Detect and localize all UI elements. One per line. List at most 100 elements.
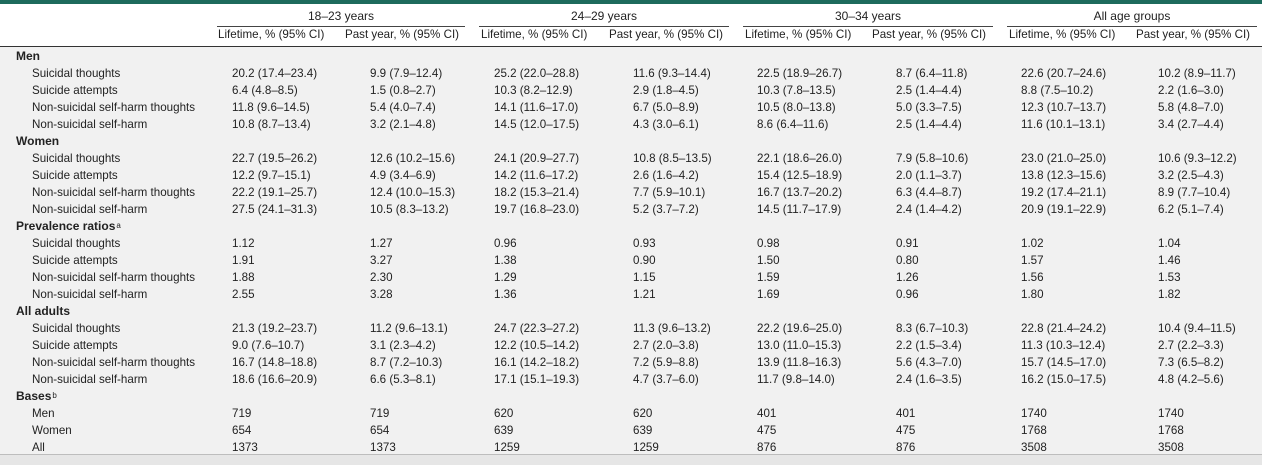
table-cell: 1373 bbox=[370, 441, 396, 454]
col-header-past-year: Past year, % (95% CI) bbox=[1136, 28, 1251, 41]
group-header-all-ages: All age groups bbox=[1093, 9, 1171, 23]
col-header-past-year: Past year, % (95% CI) bbox=[609, 28, 724, 41]
section-title: Prevalence ratios bbox=[16, 219, 116, 233]
table-cell: 25.2 (22.0–28.8) bbox=[494, 67, 580, 80]
table-cell: 1.88 bbox=[232, 271, 255, 284]
table-cell: 5.6 (4.3–7.0) bbox=[896, 356, 962, 369]
table-cell: 876 bbox=[896, 441, 916, 454]
table-row: Non-suicidal self-harm 10.8 (8.7–13.4) 3.2… bbox=[0, 116, 1262, 133]
table-row: Suicidal thoughts 21.3 (19.2–23.7) 11.2 (9… bbox=[0, 320, 1262, 337]
table-cell: 5.0 (3.3–7.5) bbox=[896, 101, 962, 114]
table-row: Non-suicidal self-harm thoughts 16.7 (14.… bbox=[0, 354, 1262, 371]
table-cell: 2.5 (1.4–4.4) bbox=[896, 118, 962, 131]
table-cell: 20.2 (17.4–23.4) bbox=[232, 67, 318, 80]
table-cell: 11.6 (10.1–13.1) bbox=[1021, 118, 1106, 131]
footnote-marker: b bbox=[52, 391, 57, 400]
table-cell: 1.38 bbox=[494, 254, 517, 267]
table-cell: 2.4 (1.4–4.2) bbox=[896, 203, 962, 216]
table-cell: 24.1 (20.9–27.7) bbox=[494, 152, 580, 165]
table-footer-strip bbox=[0, 454, 1262, 465]
row-label: Suicidal thoughts bbox=[32, 237, 121, 250]
group-header-18-23: 18–23 years bbox=[307, 9, 375, 23]
table-cell: 4.9 (3.4–6.9) bbox=[370, 169, 436, 182]
table-cell: 11.6 (9.3–14.4) bbox=[633, 67, 711, 80]
table-cell: 0.96 bbox=[896, 288, 919, 301]
table-cell: 8.3 (6.7–10.3) bbox=[896, 322, 969, 335]
table-cell: 0.90 bbox=[633, 254, 656, 267]
table-cell: 1373 bbox=[232, 441, 258, 454]
row-label: Non-suicidal self-harm bbox=[32, 373, 148, 386]
section-heading: All adults bbox=[16, 303, 70, 320]
table-row: Suicide attempts 12.2 (9.7–15.1) 4.9 (3.4–… bbox=[0, 167, 1262, 184]
table-cell: 7.3 (6.5–8.2) bbox=[1158, 356, 1224, 369]
table-cell: 1.57 bbox=[1021, 254, 1044, 267]
table-cell: 10.3 (7.8–13.5) bbox=[757, 84, 836, 97]
table-cell: 16.2 (15.0–17.5) bbox=[1021, 373, 1107, 386]
table-cell: 1.02 bbox=[1021, 237, 1044, 250]
table-cell: 401 bbox=[757, 407, 777, 420]
table-cell: 11.3 (10.3–12.4) bbox=[1021, 339, 1106, 352]
table-cell: 22.5 (18.9–26.7) bbox=[757, 67, 843, 80]
table-cell: 19.2 (17.4–21.1) bbox=[1021, 186, 1107, 199]
row-label: Suicide attempts bbox=[32, 254, 118, 267]
table-cell: 1768 bbox=[1021, 424, 1047, 437]
table-cell: 13.9 (11.8–16.3) bbox=[757, 356, 842, 369]
row-label: Non-suicidal self-harm thoughts bbox=[32, 186, 196, 199]
section-title: Men bbox=[16, 49, 40, 63]
table-cell: 20.9 (19.1–22.9) bbox=[1021, 203, 1107, 216]
table-cell: 6.4 (4.8–8.5) bbox=[232, 84, 298, 97]
table-cell: 1.46 bbox=[1158, 254, 1181, 267]
table-cell: 8.6 (6.4–11.6) bbox=[757, 118, 829, 131]
table-cell: 12.2 (9.7–15.1) bbox=[232, 169, 311, 182]
table-cell: 23.0 (21.0–25.0) bbox=[1021, 152, 1107, 165]
table-cell: 14.1 (11.6–17.0) bbox=[494, 101, 579, 114]
section-heading: Women bbox=[16, 133, 59, 150]
table-cell: 1768 bbox=[1158, 424, 1184, 437]
row-label: Non-suicidal self-harm bbox=[32, 118, 148, 131]
table-cell: 639 bbox=[494, 424, 514, 437]
table-cell: 2.7 (2.2–3.3) bbox=[1158, 339, 1224, 352]
table-cell: 12.4 (10.0–15.3) bbox=[370, 186, 456, 199]
col-header-lifetime: Lifetime, % (95% CI) bbox=[218, 28, 325, 41]
table-cell: 8.9 (7.7–10.4) bbox=[1158, 186, 1231, 199]
table-cell: 3.28 bbox=[370, 288, 393, 301]
row-label: Non-suicidal self-harm bbox=[32, 203, 148, 216]
table-row: Non-suicidal self-harm thoughts 1.88 2.30 1… bbox=[0, 269, 1262, 286]
table-cell: 11.3 (9.6–13.2) bbox=[633, 322, 711, 335]
table-cell: 7.7 (5.9–10.1) bbox=[633, 186, 706, 199]
table-cell: 639 bbox=[633, 424, 653, 437]
table-cell: 10.5 (8.3–13.2) bbox=[370, 203, 449, 216]
table-cell: 1740 bbox=[1021, 407, 1047, 420]
table-cell: 10.5 (8.0–13.8) bbox=[757, 101, 836, 114]
table-cell: 1.82 bbox=[1158, 288, 1181, 301]
table-cell: 13.0 (11.0–15.3) bbox=[757, 339, 842, 352]
header-rule bbox=[0, 46, 1262, 47]
group-rule bbox=[217, 26, 465, 27]
table-cell: 19.7 (16.8–23.0) bbox=[494, 203, 580, 216]
table-cell: 11.2 (9.6–13.1) bbox=[370, 322, 448, 335]
section-title: All adults bbox=[16, 304, 71, 318]
table-cell: 0.96 bbox=[494, 237, 517, 250]
table-cell: 14.5 (11.7–17.9) bbox=[757, 203, 842, 216]
table-cell: 6.2 (5.1–7.4) bbox=[1158, 203, 1224, 216]
table-cell: 1.69 bbox=[757, 288, 780, 301]
table-cell: 3.2 (2.1–4.8) bbox=[370, 118, 436, 131]
group-rule bbox=[1007, 26, 1257, 27]
table-row: Men 719 719 620 620 401 401 1740 1740 bbox=[0, 405, 1262, 422]
row-label: Non-suicidal self-harm thoughts bbox=[32, 101, 196, 114]
table-cell: 0.91 bbox=[896, 237, 919, 250]
table-cell: 654 bbox=[370, 424, 390, 437]
table-cell: 1.04 bbox=[1158, 237, 1181, 250]
table-row: Non-suicidal self-harm 2.55 3.28 1.36 1.21 1.… bbox=[0, 286, 1262, 303]
row-label: Suicidal thoughts bbox=[32, 152, 121, 165]
row-label: Women bbox=[32, 424, 72, 437]
group-header-24-29: 24–29 years bbox=[570, 9, 638, 23]
table-cell: 18.6 (16.6–20.9) bbox=[232, 373, 318, 386]
row-label: Non-suicidal self-harm bbox=[32, 288, 148, 301]
group-rule bbox=[743, 26, 993, 27]
table-cell: 1259 bbox=[494, 441, 520, 454]
table-cell: 0.93 bbox=[633, 237, 656, 250]
col-header-lifetime: Lifetime, % (95% CI) bbox=[481, 28, 588, 41]
table-row: Non-suicidal self-harm thoughts 11.8 (9.6… bbox=[0, 99, 1262, 116]
